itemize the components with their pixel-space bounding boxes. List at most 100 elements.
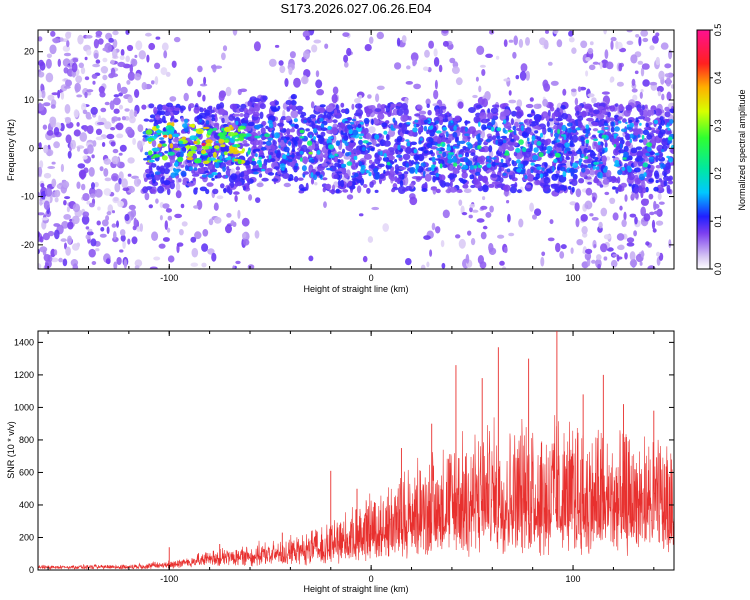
heatmap-cell xyxy=(574,97,579,106)
heatmap-cell xyxy=(494,162,500,166)
heatmap-cell xyxy=(127,71,135,81)
heatmap-cell xyxy=(648,156,654,160)
heatmap-cell xyxy=(612,155,616,159)
heatmap-cell xyxy=(362,255,368,263)
heatmap-cell xyxy=(655,164,662,169)
heatmap-cell xyxy=(539,37,546,46)
heatmap-cell xyxy=(478,174,483,182)
heatmap-cell xyxy=(286,136,290,141)
heatmap-cell xyxy=(110,141,116,147)
heatmap-cell xyxy=(67,235,72,245)
heatmap-cell xyxy=(447,159,453,164)
heatmap-cell xyxy=(54,189,61,198)
heatmap-cell xyxy=(65,134,72,144)
heatmap-cell xyxy=(235,171,241,175)
heatmap-cell xyxy=(668,49,673,60)
heatmap-cell xyxy=(358,136,363,140)
heatmap-cell xyxy=(110,59,115,65)
heatmap-cell xyxy=(95,128,103,135)
heatmap-cell xyxy=(288,67,293,75)
heatmap-cell xyxy=(238,133,247,138)
heatmap-cell xyxy=(534,115,541,123)
heatmap-cell xyxy=(495,55,500,60)
heatmap-cell xyxy=(46,53,53,59)
heatmap-cell xyxy=(513,151,518,157)
heatmap-cell xyxy=(591,259,596,264)
heatmap-cell xyxy=(305,35,310,41)
heatmap-cell xyxy=(284,78,289,87)
heatmap-cell xyxy=(414,113,421,117)
heatmap-cell xyxy=(267,120,273,124)
heatmap-cell xyxy=(165,125,174,131)
heatmap-cell xyxy=(38,71,45,78)
heatmap-cell xyxy=(412,127,418,133)
heatmap-cell xyxy=(660,119,665,126)
heatmap-cell xyxy=(305,128,310,132)
heatmap-cell xyxy=(226,166,230,171)
heatmap-cell xyxy=(88,167,95,177)
heatmap-cell xyxy=(311,141,316,150)
heatmap-cell xyxy=(38,142,42,150)
heatmap-cell xyxy=(78,62,85,69)
heatmap-cell xyxy=(197,90,202,98)
heatmap-cell xyxy=(447,154,452,160)
heatmap-cell xyxy=(485,211,492,218)
heatmap-cell xyxy=(328,144,334,150)
heatmap-cell xyxy=(174,173,179,176)
heatmap-cell xyxy=(180,170,187,177)
heatmap-cell xyxy=(51,92,59,96)
heatmap-cell xyxy=(434,79,438,90)
heatmap-cell xyxy=(199,83,208,87)
heatmap-cell xyxy=(126,80,131,85)
heatmap-cell xyxy=(476,45,485,55)
heatmap-cell xyxy=(358,139,363,145)
heatmap-cell xyxy=(351,181,356,186)
heatmap-cell xyxy=(433,89,439,100)
heatmap-cell xyxy=(270,158,276,163)
heatmap-cell xyxy=(645,241,650,246)
heatmap-cell xyxy=(313,39,322,44)
heatmap-cell xyxy=(201,174,208,178)
heatmap-cell xyxy=(183,92,189,102)
heatmap-cell xyxy=(375,143,381,147)
heatmap-cell xyxy=(184,118,189,124)
heatmap-cell xyxy=(640,67,645,77)
heatmap-cell xyxy=(90,106,98,115)
heatmap-cell xyxy=(499,260,505,266)
heatmap-cell xyxy=(449,173,455,180)
heatmap-cell xyxy=(89,193,96,198)
heatmap-cell xyxy=(143,177,148,183)
heatmap-cell xyxy=(264,133,270,138)
heatmap-cell xyxy=(148,103,155,109)
heatmap-cell xyxy=(530,162,535,166)
heatmap-cell xyxy=(72,263,79,269)
heatmap-cell xyxy=(374,134,380,140)
heatmap-cell xyxy=(162,131,169,136)
heatmap-cell xyxy=(565,156,571,161)
heatmap-cell xyxy=(408,116,412,121)
heatmap-cell xyxy=(470,184,476,189)
heatmap-cell xyxy=(245,174,250,182)
heatmap-cell xyxy=(316,89,324,96)
heatmap-cell xyxy=(142,135,148,138)
heatmap-cell xyxy=(643,109,648,117)
heatmap-cell xyxy=(566,128,573,133)
heatmap-cell xyxy=(569,140,574,147)
heatmap-cell xyxy=(119,249,124,253)
heatmap-cell xyxy=(649,81,658,86)
heatmap-cell xyxy=(480,129,485,139)
heatmap-cell xyxy=(389,106,393,113)
heatmap-cell xyxy=(119,229,126,236)
heatmap-cell xyxy=(464,133,470,136)
heatmap-cell xyxy=(647,172,653,177)
heatmap-cell xyxy=(593,141,598,147)
heatmap-cell xyxy=(344,120,351,124)
heatmap-cell xyxy=(43,172,52,179)
heatmap-cell xyxy=(446,111,450,115)
heatmap-cell xyxy=(359,121,364,125)
heatmap-cell xyxy=(592,165,596,170)
heatmap-cell xyxy=(76,122,80,127)
heatmap-cell xyxy=(274,166,280,170)
heatmap-cell xyxy=(101,142,106,147)
heatmap-cell xyxy=(65,31,72,39)
